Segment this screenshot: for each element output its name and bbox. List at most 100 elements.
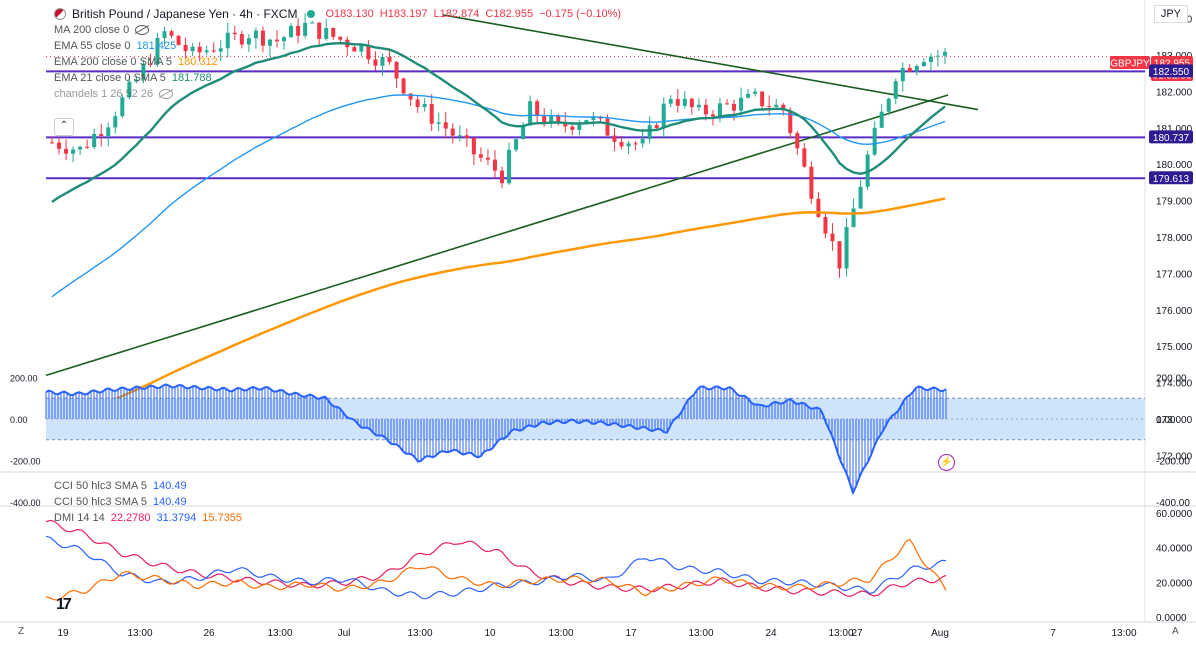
auto-scale-button[interactable]: A: [1172, 626, 1179, 637]
ohlc-high: H183.197: [379, 8, 428, 20]
tradingview-logo[interactable]: 17: [56, 596, 72, 613]
candle-body: [127, 81, 132, 98]
indicator-ema21-value: 181.788: [171, 72, 212, 84]
price-tick-label: 179.000: [1156, 197, 1193, 208]
candle-body: [176, 35, 181, 45]
cci-label[interactable]: CCI 50 hlc3 SMA 5: [54, 496, 147, 508]
ohlc-change: −0.175 (−0.10%): [539, 8, 622, 20]
cci-label[interactable]: CCI 50 hlc3 SMA 5: [54, 480, 147, 492]
level-tag-text: 180.737: [1153, 133, 1190, 144]
candle-body: [380, 56, 385, 66]
candle-body: [893, 81, 898, 99]
candle-body: [190, 46, 195, 52]
currency-selector[interactable]: JPY: [1153, 5, 1188, 23]
flash-icon[interactable]: ⚡: [938, 454, 955, 471]
candle-body: [478, 154, 483, 158]
candle-body: [387, 56, 392, 62]
candle-body: [556, 115, 561, 122]
indicator-chandels-label[interactable]: chandels 1 26 52 26: [54, 88, 154, 100]
candle-body: [935, 55, 940, 57]
symbol-title[interactable]: British Pound / Japanese Yen · 4h · FXCM: [72, 7, 298, 21]
dmi-value-3: 15.7355: [202, 512, 243, 524]
candle-body: [352, 47, 357, 52]
candle-body: [373, 59, 378, 66]
candle-body: [696, 104, 701, 108]
time-tick-label: Jul: [338, 628, 351, 639]
cci-value: 140.49: [152, 480, 187, 492]
candle-body: [134, 79, 139, 82]
falling-trendline: [442, 14, 979, 111]
cci-tick-label: 200.00: [1156, 374, 1187, 385]
candle-body: [577, 124, 582, 130]
eye-off-icon[interactable]: [159, 89, 174, 99]
candle-body: [225, 32, 230, 49]
ohlc-open: O183.130: [325, 8, 374, 20]
candle-body: [549, 115, 554, 124]
candle-body: [795, 133, 800, 149]
candle-body: [907, 68, 912, 72]
candle-body: [900, 68, 905, 82]
candle-body: [331, 28, 336, 37]
candle-body: [401, 78, 406, 94]
candle-body: [113, 116, 118, 128]
eye-off-icon[interactable]: [135, 25, 150, 35]
level-tag-text: 182.550: [1153, 67, 1190, 78]
indicator-ma200-label[interactable]: MA 200 close 0: [54, 24, 130, 36]
dmi-value-2: 31.3794: [156, 512, 197, 524]
dmi-tick-label: 60.0000: [1156, 509, 1193, 520]
candle-body: [282, 37, 287, 42]
candle-body: [879, 111, 884, 128]
candle-body: [626, 143, 631, 147]
dmi-legend: DMI 14 14 22.2780 31.3794 15.7355: [54, 510, 242, 526]
candle-body: [514, 139, 519, 150]
candle-body: [443, 122, 448, 129]
cci-line: [45, 383, 947, 496]
candle-body: [802, 148, 807, 167]
candle-body: [914, 66, 919, 72]
candle-body: [394, 61, 399, 79]
candle-body: [120, 97, 125, 117]
candle-body: [717, 103, 722, 117]
candle-body: [232, 32, 237, 35]
candle-body: [837, 241, 842, 269]
chevron-up-icon[interactable]: ⌃: [54, 118, 74, 136]
candle-body: [928, 56, 933, 63]
indicator-ema55-label[interactable]: EMA 55 close 0: [54, 40, 131, 52]
cci-tick-label: 0.00: [1156, 415, 1176, 426]
dmi-tick-label: 0.0000: [1156, 613, 1187, 624]
candle-body: [781, 104, 786, 111]
candle-body: [457, 135, 462, 137]
ema200-line: [51, 197, 946, 425]
time-tick-label: Aug: [931, 628, 949, 639]
cci-tick-label-left: -400.00: [10, 498, 41, 508]
candle-body: [92, 133, 97, 148]
candle-body: [535, 101, 540, 117]
candle-body: [141, 63, 146, 80]
candle-body: [324, 28, 329, 39]
candle-body: [767, 106, 772, 108]
candle-body: [844, 227, 849, 269]
price-tick-label: 175.000: [1156, 342, 1193, 353]
candle-body: [788, 110, 793, 134]
time-tick-label: 13:00: [688, 628, 713, 639]
candle-body: [668, 99, 673, 104]
candle-body: [148, 63, 153, 65]
candle-body: [865, 154, 870, 187]
time-tick-label: 13:00: [1111, 628, 1136, 639]
candle-body: [507, 149, 512, 184]
candle-body: [64, 148, 69, 154]
timezone-button[interactable]: Z: [18, 626, 25, 637]
candle-body: [521, 125, 526, 140]
candle-body: [816, 198, 821, 217]
candle-body: [851, 208, 856, 228]
candle-body: [654, 125, 659, 129]
candle-body: [732, 103, 737, 111]
time-tick-label: 27: [851, 628, 863, 639]
indicator-ema200-label[interactable]: EMA 200 close 0 SMA 5: [54, 56, 173, 68]
price-tick-label: 182.000: [1156, 87, 1193, 98]
indicator-ema21-label[interactable]: EMA 21 close 0 SMA 5: [54, 72, 166, 84]
candle-body: [809, 166, 814, 199]
dmi-label[interactable]: DMI 14 14: [54, 512, 105, 524]
candle-body: [366, 45, 371, 60]
